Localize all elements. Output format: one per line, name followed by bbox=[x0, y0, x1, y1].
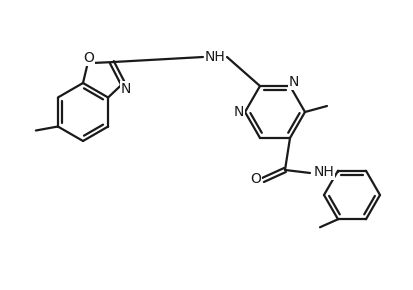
Text: O: O bbox=[250, 172, 261, 186]
Text: O: O bbox=[83, 51, 94, 65]
Text: NH: NH bbox=[313, 165, 334, 179]
Text: NH: NH bbox=[204, 50, 225, 64]
Text: N: N bbox=[121, 81, 131, 95]
Text: N: N bbox=[233, 105, 244, 119]
Text: N: N bbox=[288, 75, 299, 89]
